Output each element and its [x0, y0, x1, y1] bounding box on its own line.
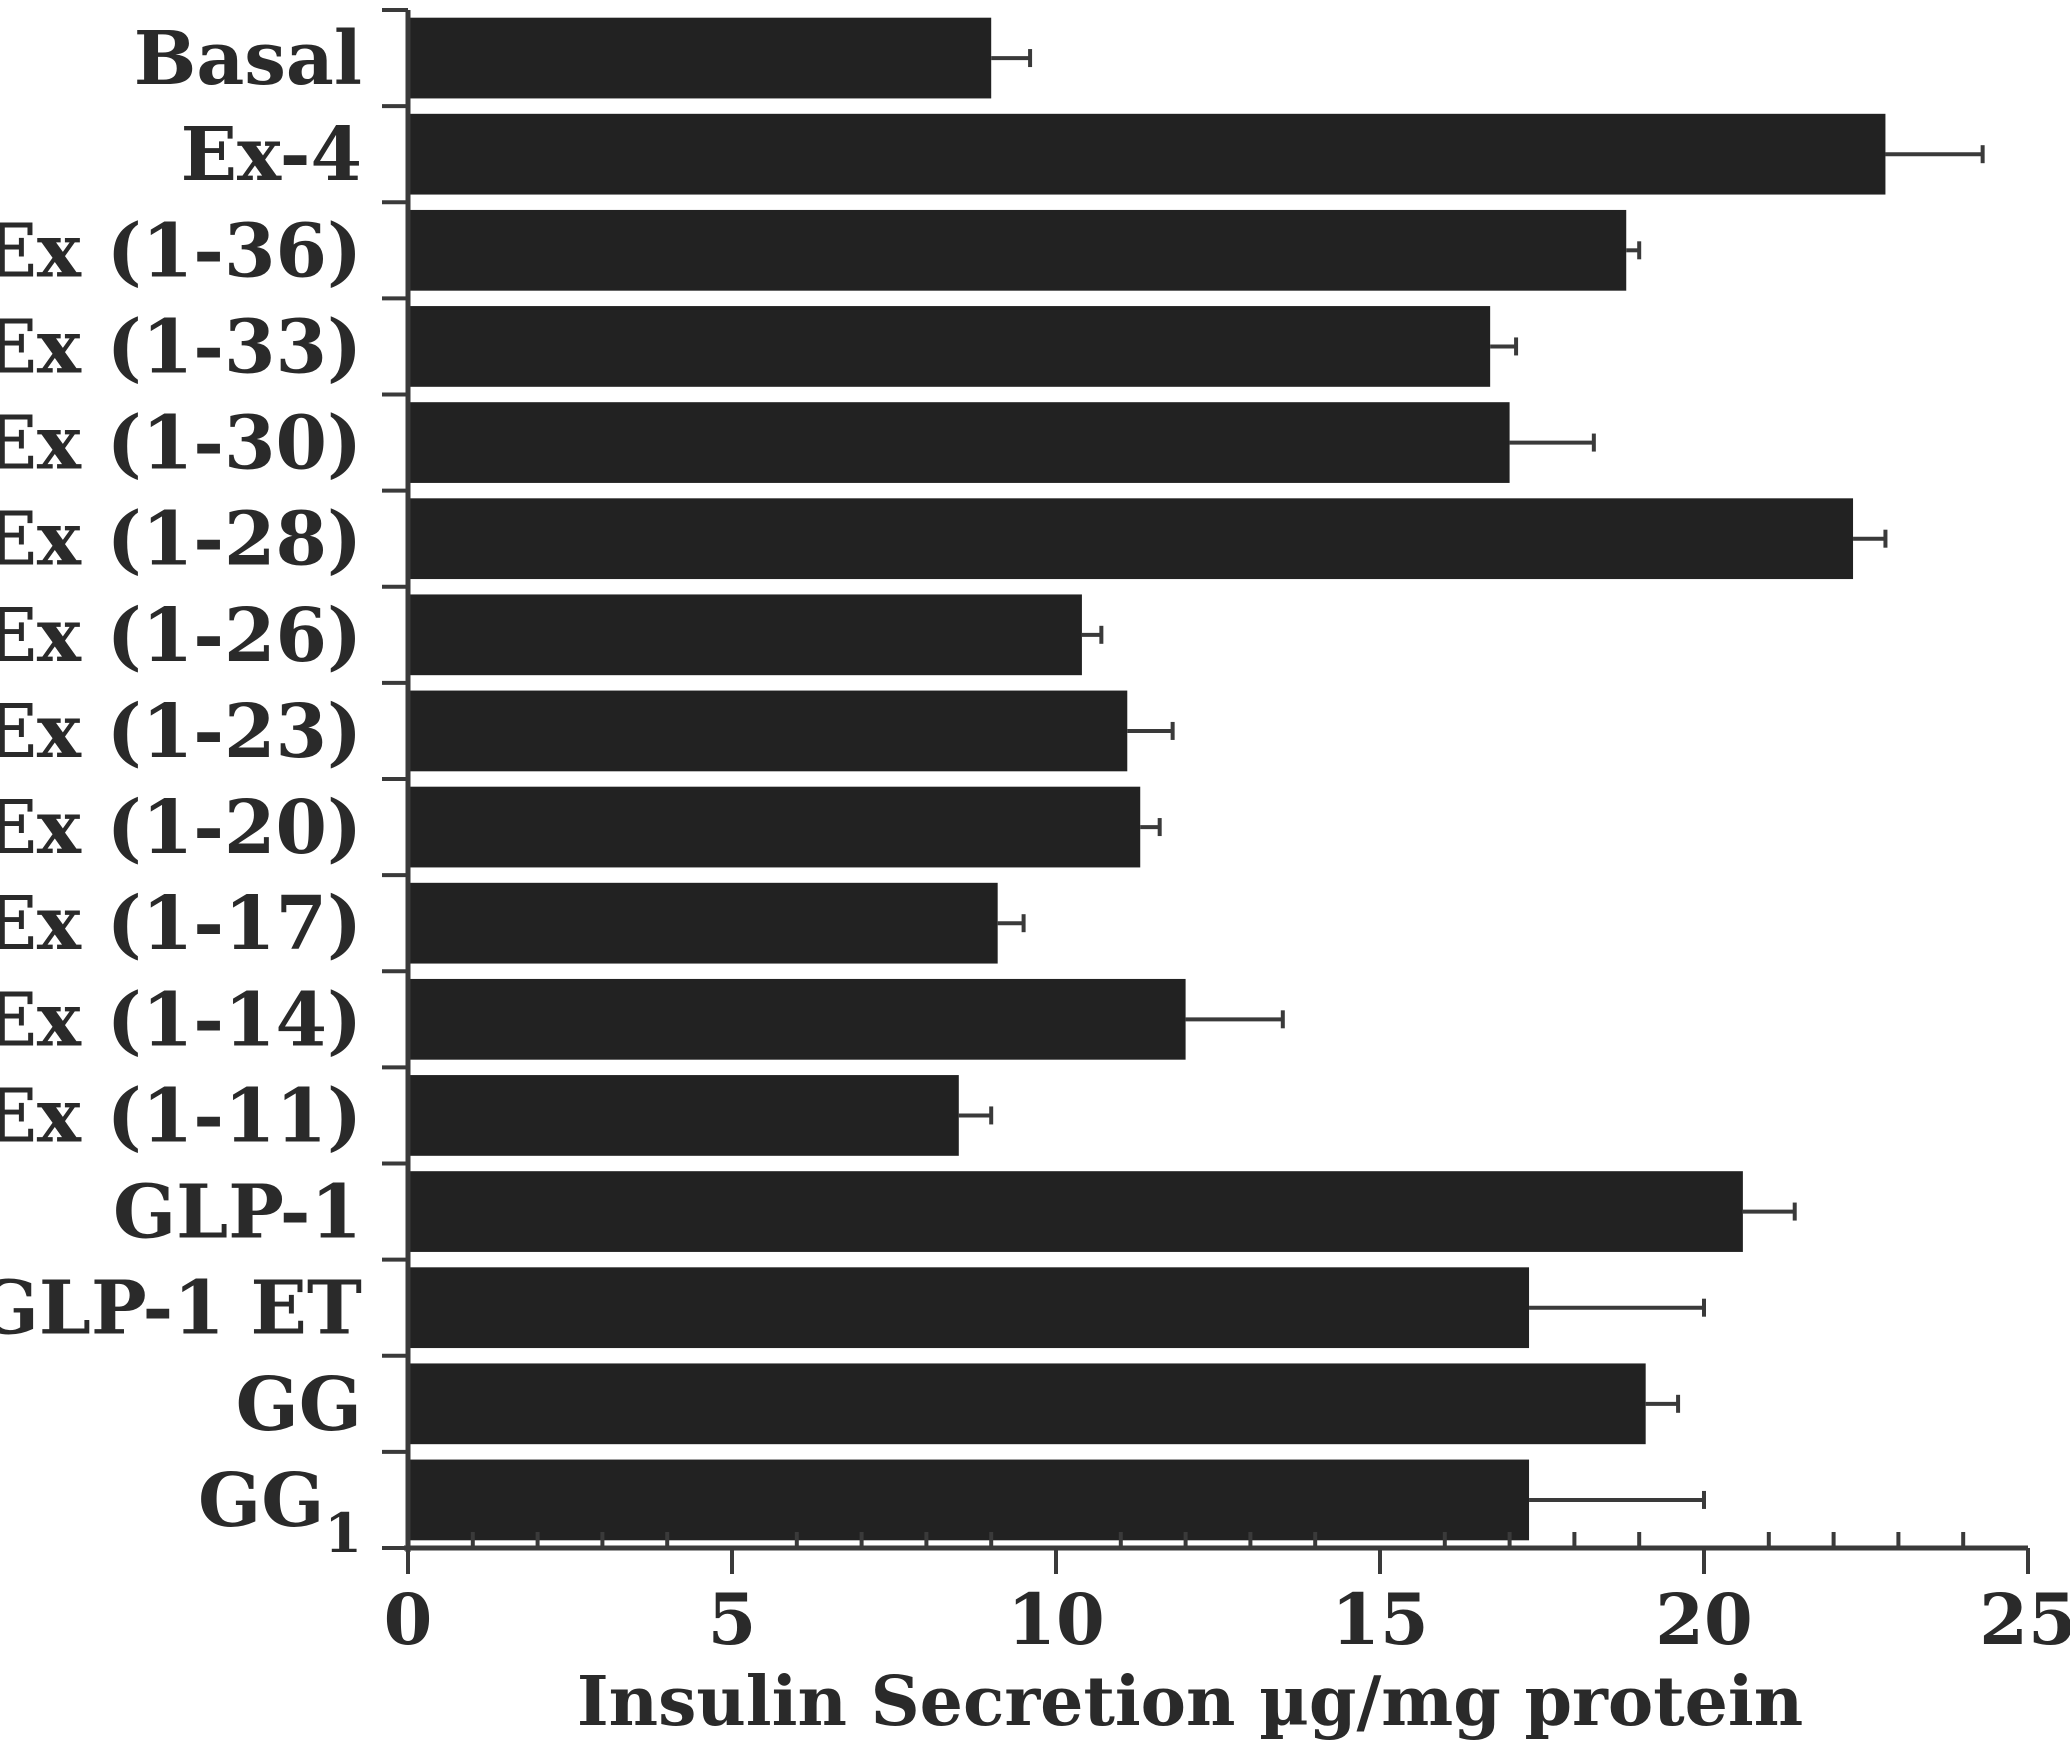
bars-layer: [408, 17, 1985, 1541]
bar-ex-1-28: [408, 498, 1854, 580]
bar-ex-1-17: [408, 882, 998, 964]
category-label-subscript: 1: [324, 1501, 362, 1565]
bar-ex-1-11: [408, 1075, 959, 1156]
category-label-ex-1-28: Ex (1-28): [0, 497, 362, 583]
category-label-ex-1-33: Ex (1-33): [0, 304, 362, 390]
category-label-text: Ex (1-28): [0, 497, 362, 583]
x-tick-label-15: 15: [1331, 1578, 1428, 1661]
bar-ex-1-20: [408, 786, 1141, 868]
category-label-ex-1-30: Ex (1-30): [0, 401, 362, 487]
category-label-text: Ex (1-14): [0, 977, 362, 1063]
category-label-text: Basal: [134, 16, 362, 102]
error-bar-ex-1-11: [958, 1106, 994, 1125]
category-label-ex-1-36: Ex (1-36): [0, 208, 362, 294]
bar-ex-4: [408, 113, 1886, 195]
category-label-ex-4: Ex-4: [181, 112, 362, 198]
x-tick-label-5: 5: [708, 1578, 757, 1661]
category-label-text: Ex (1-26): [0, 593, 362, 679]
category-label-basal: Basal: [134, 16, 362, 102]
error-bar-basal: [991, 49, 1033, 68]
bar-gg: [408, 1363, 1646, 1445]
category-label-text: Ex (1-30): [0, 401, 362, 487]
x-tick-label-20: 20: [1655, 1578, 1752, 1661]
category-label-text: Ex (1-23): [0, 689, 362, 775]
bar-glp-1-et: [408, 1267, 1530, 1349]
x-tick-label-10: 10: [1007, 1578, 1104, 1661]
error-bar-gg: [1645, 1394, 1681, 1413]
category-label-text: Ex (1-17): [0, 881, 362, 967]
error-bar-ex-1-14: [1185, 1010, 1285, 1029]
error-bar-ex-1-23: [1127, 721, 1175, 740]
category-label-gg-1: GG1: [198, 1458, 362, 1565]
category-label-ex-1-26: Ex (1-26): [0, 593, 362, 679]
error-bar-ex-1-33: [1490, 337, 1519, 356]
category-label-text: GLP-1 ET: [0, 1266, 362, 1352]
error-bar-glp-1: [1742, 1202, 1797, 1221]
x-tick-label-25: 25: [1979, 1578, 2070, 1661]
error-bar-glp-1-et: [1529, 1298, 1706, 1317]
category-labels: Basal Ex-4 Ex (1-36) Ex (1-33) Ex (1-30) Ex (…: [0, 16, 362, 1565]
category-label-ex-1-14: Ex (1-14): [0, 977, 362, 1063]
bar-ex-1-33: [408, 306, 1491, 387]
category-label-text: GLP-1: [113, 1170, 362, 1256]
category-label-text: Ex (1-36): [0, 208, 362, 294]
bar-ex-1-30: [408, 402, 1510, 483]
error-bar-ex-1-17: [997, 914, 1026, 933]
error-bar-ex-1-28: [1853, 529, 1888, 548]
axes: 0 5 10 15 20 25: [382, 8, 2070, 1661]
category-label-text: GG: [236, 1362, 362, 1448]
category-label-ex-1-23: Ex (1-23): [0, 689, 362, 775]
bar-glp-1: [408, 1171, 1743, 1252]
category-label-text: Ex (1-33): [0, 304, 362, 390]
error-bar-ex-1-30: [1509, 433, 1596, 452]
error-bar-ex-4: [1885, 145, 1985, 164]
bar-gg-1: [408, 1459, 1530, 1541]
category-label-text: Ex (1-20): [0, 785, 362, 871]
x-tick-label-0: 0: [384, 1578, 433, 1661]
category-label-text: Ex (1-11): [0, 1073, 362, 1159]
error-bar-ex-1-20: [1140, 818, 1162, 837]
category-label-text: Ex-4: [181, 112, 362, 198]
category-label-ex-1-20: Ex (1-20): [0, 785, 362, 871]
error-bar-ex-1-36: [1626, 241, 1642, 260]
error-bar-ex-1-26: [1081, 625, 1104, 644]
category-label-glp-1-et: GLP-1 ET: [0, 1266, 362, 1352]
bar-ex-1-23: [408, 690, 1128, 772]
bar-ex-1-14: [408, 978, 1186, 1060]
error-bar-gg-1: [1529, 1490, 1706, 1509]
category-label-gg: GG: [236, 1362, 362, 1448]
category-label-glp-1: GLP-1: [113, 1170, 362, 1256]
bar-ex-1-26: [408, 594, 1082, 676]
category-label-ex-1-11: Ex (1-11): [0, 1073, 362, 1159]
x-axis-title: Insulin Secretion µg/mg protein: [577, 1662, 1803, 1742]
category-label-text: GG: [198, 1458, 324, 1544]
category-label-ex-1-17: Ex (1-17): [0, 881, 362, 967]
bar-basal: [408, 17, 992, 99]
bar-ex-1-36: [408, 209, 1627, 291]
